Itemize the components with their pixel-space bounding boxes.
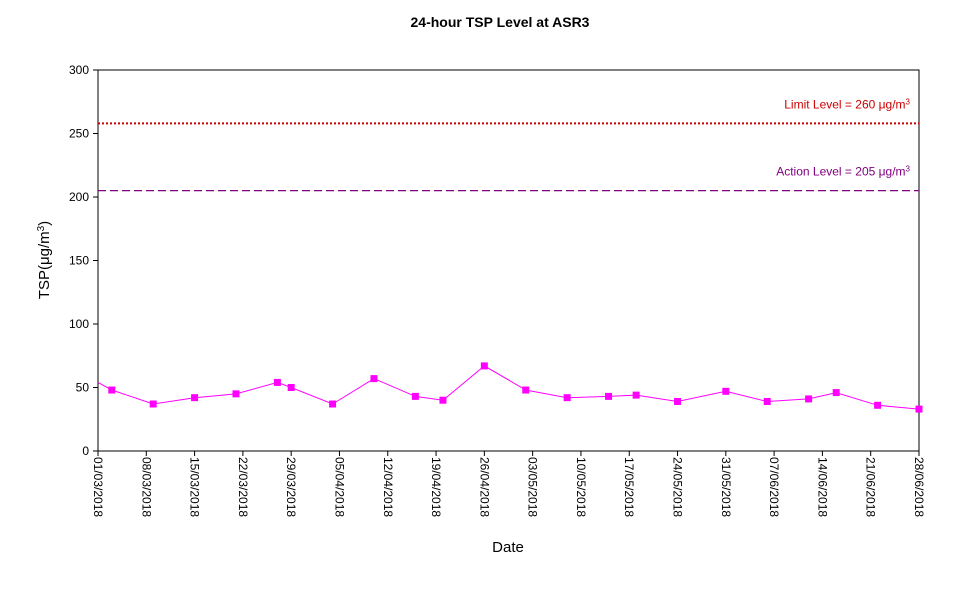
x-tick-label: 12/04/2018	[381, 457, 395, 517]
data-point	[605, 392, 613, 400]
x-tick-label: 17/05/2018	[622, 457, 636, 517]
data-point	[149, 400, 157, 408]
x-tick-label: 22/03/2018	[236, 457, 250, 517]
x-tick-label: 07/06/2018	[767, 457, 781, 517]
reference-lines: Limit Level = 260 μg/m3 Action Level = 20…	[98, 97, 919, 192]
data-point	[370, 375, 378, 383]
x-tick-label: 24/05/2018	[671, 457, 685, 517]
data-point	[108, 386, 116, 394]
data-point	[191, 394, 199, 402]
x-tick-label: 14/06/2018	[815, 457, 829, 517]
data-point	[563, 394, 571, 402]
y-tick-label: 250	[69, 127, 89, 141]
data-point	[722, 387, 730, 395]
x-tick-label: 28/06/2018	[912, 457, 926, 517]
x-tick-label: 05/04/2018	[332, 457, 346, 517]
data-point	[287, 384, 295, 391]
y-tick-label: 0	[82, 444, 89, 458]
y-tick-label: 150	[69, 254, 89, 268]
series-line	[97, 365, 920, 410]
x-tick-label: 08/03/2018	[139, 457, 153, 517]
x-axis-label: Date	[492, 539, 524, 556]
data-point	[411, 392, 419, 400]
data-point	[632, 391, 640, 399]
data-point	[915, 405, 923, 413]
y-tick-label: 200	[69, 190, 89, 204]
y-tick-label: 100	[69, 317, 89, 331]
x-tick-label: 10/05/2018	[574, 457, 588, 517]
chart-title: 24-hour TSP Level at ASR3	[411, 14, 590, 30]
plot-area	[97, 69, 920, 452]
y-tick-label: 300	[69, 63, 89, 77]
data-point	[273, 378, 281, 386]
x-tick-label: 26/04/2018	[477, 457, 491, 517]
x-tick-label: 03/05/2018	[526, 457, 540, 517]
data-point	[522, 386, 530, 394]
data-point	[763, 397, 771, 405]
x-tick-label: 29/03/2018	[284, 457, 298, 517]
data-point	[805, 395, 813, 403]
data-point	[329, 400, 337, 408]
x-tick-label: 21/06/2018	[864, 457, 878, 517]
x-tick-label: 01/03/2018	[91, 457, 105, 517]
data-point	[439, 396, 447, 404]
data-point	[674, 397, 682, 405]
data-point	[480, 362, 488, 370]
x-axis: 01/03/2018 08/03/2018 15/03/2018 22/03/2018…	[91, 451, 926, 517]
reference-line-label: Limit Level = 260 μg/m3	[784, 97, 910, 112]
data-point	[832, 389, 840, 397]
x-tick-label: 15/03/2018	[188, 457, 202, 517]
series-group	[97, 362, 923, 413]
y-axis-label: TSP(μg/m3)	[36, 221, 54, 299]
y-tick-label: 50	[76, 381, 90, 395]
x-tick-label: 19/04/2018	[429, 457, 443, 517]
y-axis: 0 50 100 150 200 250 300	[69, 63, 98, 458]
reference-line-label: Action Level = 205 μg/m3	[776, 164, 910, 179]
data-point	[874, 401, 882, 409]
data-point	[232, 390, 240, 398]
x-tick-label: 31/05/2018	[719, 457, 733, 517]
